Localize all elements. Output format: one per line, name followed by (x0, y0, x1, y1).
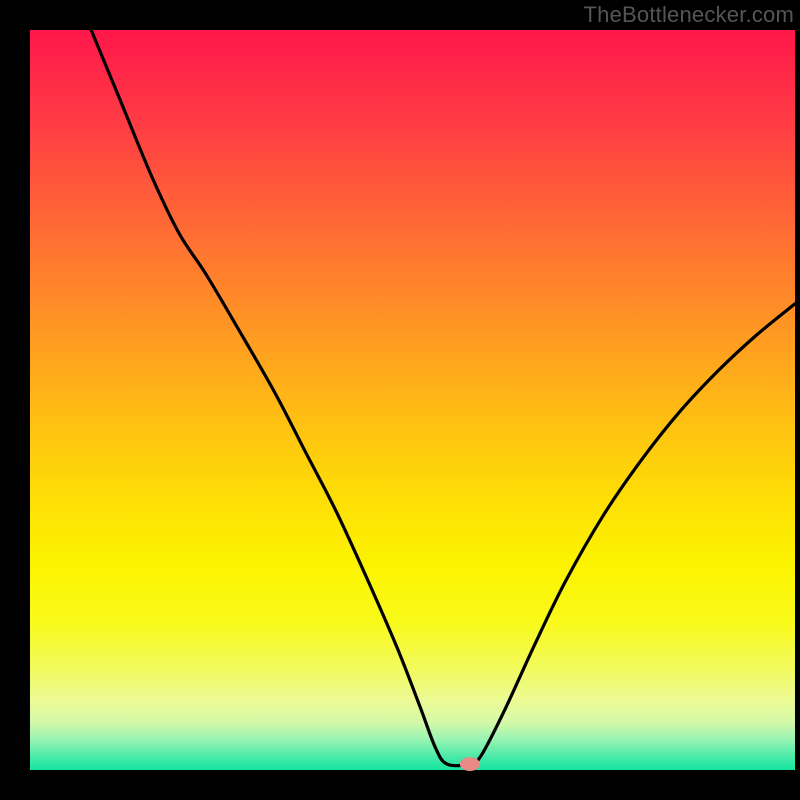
watermark-text: TheBottlenecker.com (584, 2, 794, 28)
optimal-point-marker (460, 757, 480, 771)
chart-svg (0, 0, 800, 800)
bottleneck-chart: TheBottlenecker.com (0, 0, 800, 800)
chart-background (30, 30, 795, 770)
